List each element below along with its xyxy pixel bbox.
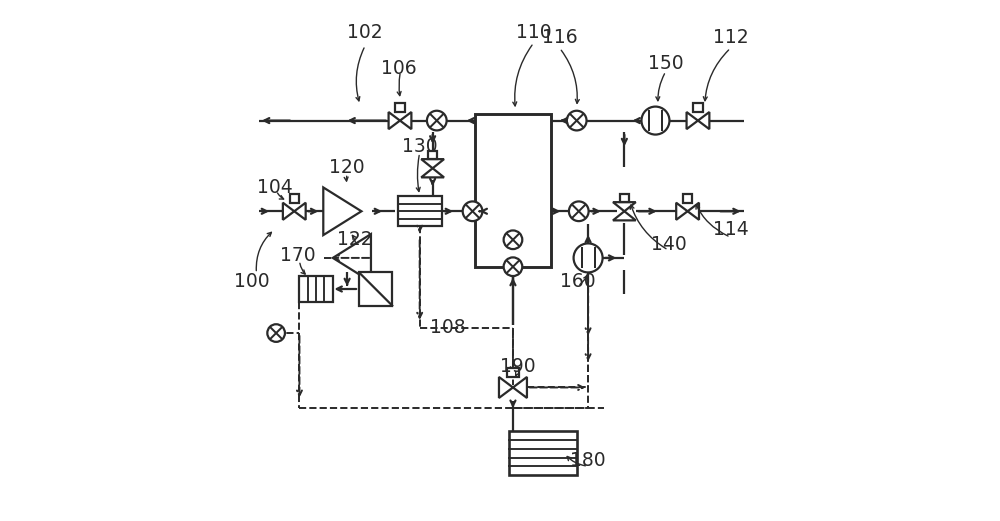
Bar (359, 272, 392, 306)
Circle shape (569, 202, 589, 221)
Text: 170: 170 (280, 246, 316, 265)
Text: 114: 114 (713, 220, 748, 239)
Circle shape (267, 324, 285, 342)
Polygon shape (421, 159, 444, 168)
Circle shape (504, 230, 522, 249)
Text: 140: 140 (651, 235, 686, 254)
Polygon shape (283, 203, 294, 220)
Bar (509, 431, 577, 475)
Bar (428, 151, 437, 159)
Text: 112: 112 (713, 28, 748, 47)
Circle shape (574, 243, 603, 272)
Polygon shape (421, 168, 444, 177)
Bar (299, 276, 333, 302)
Bar (398, 196, 442, 226)
Text: 102: 102 (347, 23, 383, 42)
Text: 150: 150 (648, 54, 684, 73)
Text: 120: 120 (329, 158, 365, 177)
Text: 106: 106 (381, 59, 417, 78)
Text: 116: 116 (542, 28, 577, 47)
Text: 180: 180 (570, 451, 606, 469)
Polygon shape (333, 234, 371, 282)
Polygon shape (323, 188, 361, 235)
Bar (290, 194, 299, 203)
Bar (693, 104, 703, 112)
Bar (620, 194, 629, 202)
Bar (507, 368, 519, 377)
Circle shape (427, 111, 447, 130)
Circle shape (463, 202, 482, 221)
Text: 108: 108 (430, 318, 466, 338)
Polygon shape (513, 377, 527, 398)
Circle shape (504, 257, 522, 276)
Text: 160: 160 (560, 272, 596, 291)
Text: 104: 104 (257, 179, 292, 197)
Polygon shape (613, 212, 636, 220)
Text: 122: 122 (337, 230, 373, 249)
Text: 130: 130 (402, 137, 437, 156)
Polygon shape (698, 112, 709, 129)
Polygon shape (294, 203, 306, 220)
Bar (475, 114, 551, 267)
Polygon shape (688, 203, 699, 220)
Text: 110: 110 (516, 23, 551, 42)
Text: 190: 190 (500, 357, 536, 376)
Polygon shape (389, 112, 400, 129)
Polygon shape (676, 203, 688, 220)
Polygon shape (613, 202, 636, 212)
Polygon shape (400, 112, 411, 129)
Circle shape (567, 111, 587, 130)
Polygon shape (687, 112, 698, 129)
Bar (395, 104, 405, 112)
Polygon shape (499, 377, 513, 398)
Bar (683, 194, 692, 203)
Circle shape (641, 107, 669, 134)
Text: 100: 100 (234, 272, 270, 291)
